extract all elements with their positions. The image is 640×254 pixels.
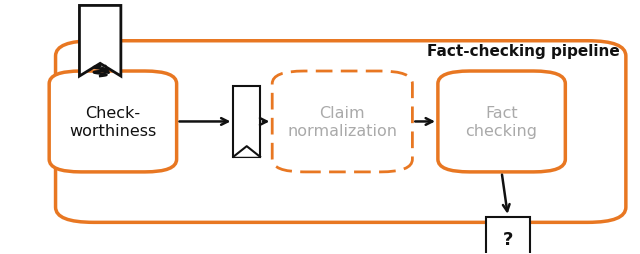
Text: ?: ? <box>503 230 513 248</box>
Text: Check-
worthiness: Check- worthiness <box>69 106 157 138</box>
Text: Claim
normalization: Claim normalization <box>287 106 397 138</box>
FancyBboxPatch shape <box>486 217 530 254</box>
FancyBboxPatch shape <box>438 72 565 172</box>
Text: Fact-checking pipeline: Fact-checking pipeline <box>427 44 620 59</box>
Polygon shape <box>234 147 260 157</box>
Text: Fact
checking: Fact checking <box>466 106 538 138</box>
FancyBboxPatch shape <box>234 87 260 157</box>
Polygon shape <box>79 6 121 77</box>
FancyBboxPatch shape <box>49 72 177 172</box>
FancyBboxPatch shape <box>272 72 412 172</box>
